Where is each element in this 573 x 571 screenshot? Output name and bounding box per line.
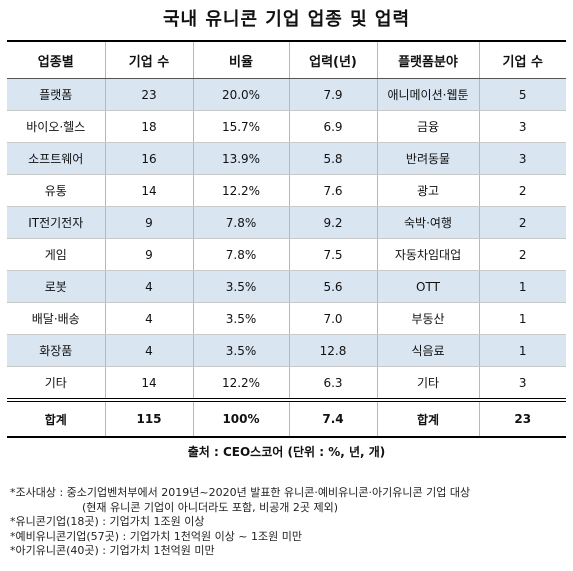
industry-cell: 소프트웨어 xyxy=(7,142,105,175)
table-row: 소프트웨어 16 13.9% 5.8 반려동물 3 xyxy=(7,142,566,175)
table-row: 화장품 4 3.5% 12.8 식음료 1 xyxy=(7,334,566,367)
years-cell: 6.3 xyxy=(288,366,377,401)
industry-cell: 플랫폼 xyxy=(7,78,105,111)
header-row: 업종별 기업 수 비율 업력(년) 플랫폼분야 기업 수 xyxy=(7,40,566,79)
industry-cell: 로봇 xyxy=(7,270,105,303)
years-cell: 7.0 xyxy=(288,302,377,335)
ratio-cell: 7.8% xyxy=(192,238,289,271)
ratio-cell: 12.2% xyxy=(192,366,289,401)
platform-field-cell: 금융 xyxy=(376,110,479,143)
years-cell: 12.8 xyxy=(288,334,377,367)
total-row: 합계 115 100% 7.4 합계 23 xyxy=(7,398,566,438)
platform-field-cell: 자동차임대업 xyxy=(376,238,479,271)
ratio-cell: 15.7% xyxy=(192,110,289,143)
footnote-survey-detail: (현재 유니콘 기업이 아니더라도 포함, 비공개 2곳 제외) xyxy=(82,500,339,514)
company-count-cell: 14 xyxy=(104,366,193,401)
total-years-cell: 7.4 xyxy=(288,398,377,438)
platform-count-cell: 1 xyxy=(478,334,566,367)
total-platform-label-cell: 합계 xyxy=(376,398,479,438)
platform-field-cell: 기타 xyxy=(376,366,479,401)
column-header-company-count: 기업 수 xyxy=(104,40,193,79)
table-title: 국내 유니콘 기업 업종 및 업력 xyxy=(162,9,411,30)
company-count-cell: 9 xyxy=(104,238,193,271)
platform-count-cell: 1 xyxy=(478,270,566,303)
source-caption: 출처 : CEO스코어 (단위 : %, 년, 개) xyxy=(187,445,386,459)
company-count-cell: 4 xyxy=(104,302,193,335)
footnotes: *조사대상 : 중소기업벤처부에서 2019년~2020년 발표한 유니콘·예비… xyxy=(10,486,570,559)
platform-field-cell: 부동산 xyxy=(376,302,479,335)
industry-cell: 기타 xyxy=(7,366,105,401)
column-header-industry: 업종별 xyxy=(7,40,105,79)
platform-count-cell: 2 xyxy=(478,238,566,271)
table-row: 로봇 4 3.5% 5.6 OTT 1 xyxy=(7,270,566,303)
years-cell: 5.8 xyxy=(288,142,377,175)
years-cell: 7.9 xyxy=(288,78,377,111)
platform-count-cell: 5 xyxy=(478,78,566,111)
industry-cell: 바이오·헬스 xyxy=(7,110,105,143)
company-count-cell: 16 xyxy=(104,142,193,175)
industry-cell: 화장품 xyxy=(7,334,105,367)
industry-cell: IT전기전자 xyxy=(7,206,105,239)
footnote-baby-unicorn: *아기유니콘(40곳) : 기업가치 1천억원 미만 xyxy=(10,544,215,557)
platform-count-cell: 2 xyxy=(478,174,566,207)
company-count-cell: 4 xyxy=(104,270,193,303)
platform-field-cell: 식음료 xyxy=(376,334,479,367)
table-row: IT전기전자 9 7.8% 9.2 숙박·여행 2 xyxy=(7,206,566,239)
years-cell: 5.6 xyxy=(288,270,377,303)
table-row: 기타 14 12.2% 6.3 기타 3 xyxy=(7,366,566,401)
total-company-count-cell: 115 xyxy=(104,398,193,438)
platform-field-cell: 애니메이션·웹툰 xyxy=(376,78,479,111)
platform-count-cell: 3 xyxy=(478,110,566,143)
ratio-cell: 3.5% xyxy=(192,334,289,367)
platform-count-cell: 2 xyxy=(478,206,566,239)
column-header-platform-field: 플랫폼분야 xyxy=(376,40,479,79)
table-row: 플랫폼 23 20.0% 7.9 애니메이션·웹툰 5 xyxy=(7,78,566,111)
total-label-cell: 합계 xyxy=(7,398,105,438)
footnote-unicorn: *유니콘기업(18곳) : 기업가치 1조원 이상 xyxy=(10,515,205,528)
column-header-platform-count: 기업 수 xyxy=(478,40,566,79)
ratio-cell: 3.5% xyxy=(192,270,289,303)
years-cell: 7.5 xyxy=(288,238,377,271)
platform-count-cell: 3 xyxy=(478,142,566,175)
platform-count-cell: 1 xyxy=(478,302,566,335)
unicorn-industry-table: 업종별 기업 수 비율 업력(년) 플랫폼분야 기업 수 플랫폼 23 20.0… xyxy=(7,40,566,438)
ratio-cell: 12.2% xyxy=(192,174,289,207)
company-count-cell: 18 xyxy=(104,110,193,143)
industry-cell: 유통 xyxy=(7,174,105,207)
table-row: 배달·배송 4 3.5% 7.0 부동산 1 xyxy=(7,302,566,335)
company-count-cell: 23 xyxy=(104,78,193,111)
footnote-pre-unicorn: *예비유니콘기업(57곳) : 기업가치 1천억원 이상 ~ 1조원 미만 xyxy=(10,529,302,543)
platform-count-cell: 3 xyxy=(478,366,566,401)
ratio-cell: 20.0% xyxy=(192,78,289,111)
footnote-survey: *조사대상 : 중소기업벤처부에서 2019년~2020년 발표한 유니콘·예비… xyxy=(10,486,471,499)
ratio-cell: 3.5% xyxy=(192,302,289,335)
platform-field-cell: 광고 xyxy=(376,174,479,207)
years-cell: 9.2 xyxy=(288,206,377,239)
industry-cell: 배달·배송 xyxy=(7,302,105,335)
company-count-cell: 9 xyxy=(104,206,193,239)
company-count-cell: 14 xyxy=(104,174,193,207)
table-row: 바이오·헬스 18 15.7% 6.9 금융 3 xyxy=(7,110,566,143)
ratio-cell: 7.8% xyxy=(192,206,289,239)
table-row: 유통 14 12.2% 7.6 광고 2 xyxy=(7,174,566,207)
platform-field-cell: OTT xyxy=(376,270,479,303)
ratio-cell: 13.9% xyxy=(192,142,289,175)
column-header-years: 업력(년) xyxy=(288,40,377,79)
total-ratio-cell: 100% xyxy=(192,398,289,438)
column-header-ratio: 비율 xyxy=(192,40,289,79)
industry-cell: 게임 xyxy=(7,238,105,271)
table-row: 게임 9 7.8% 7.5 자동차임대업 2 xyxy=(7,238,566,271)
years-cell: 7.6 xyxy=(288,174,377,207)
platform-field-cell: 숙박·여행 xyxy=(376,206,479,239)
company-count-cell: 4 xyxy=(104,334,193,367)
platform-field-cell: 반려동물 xyxy=(376,142,479,175)
total-platform-count-cell: 23 xyxy=(478,398,566,438)
years-cell: 6.9 xyxy=(288,110,377,143)
